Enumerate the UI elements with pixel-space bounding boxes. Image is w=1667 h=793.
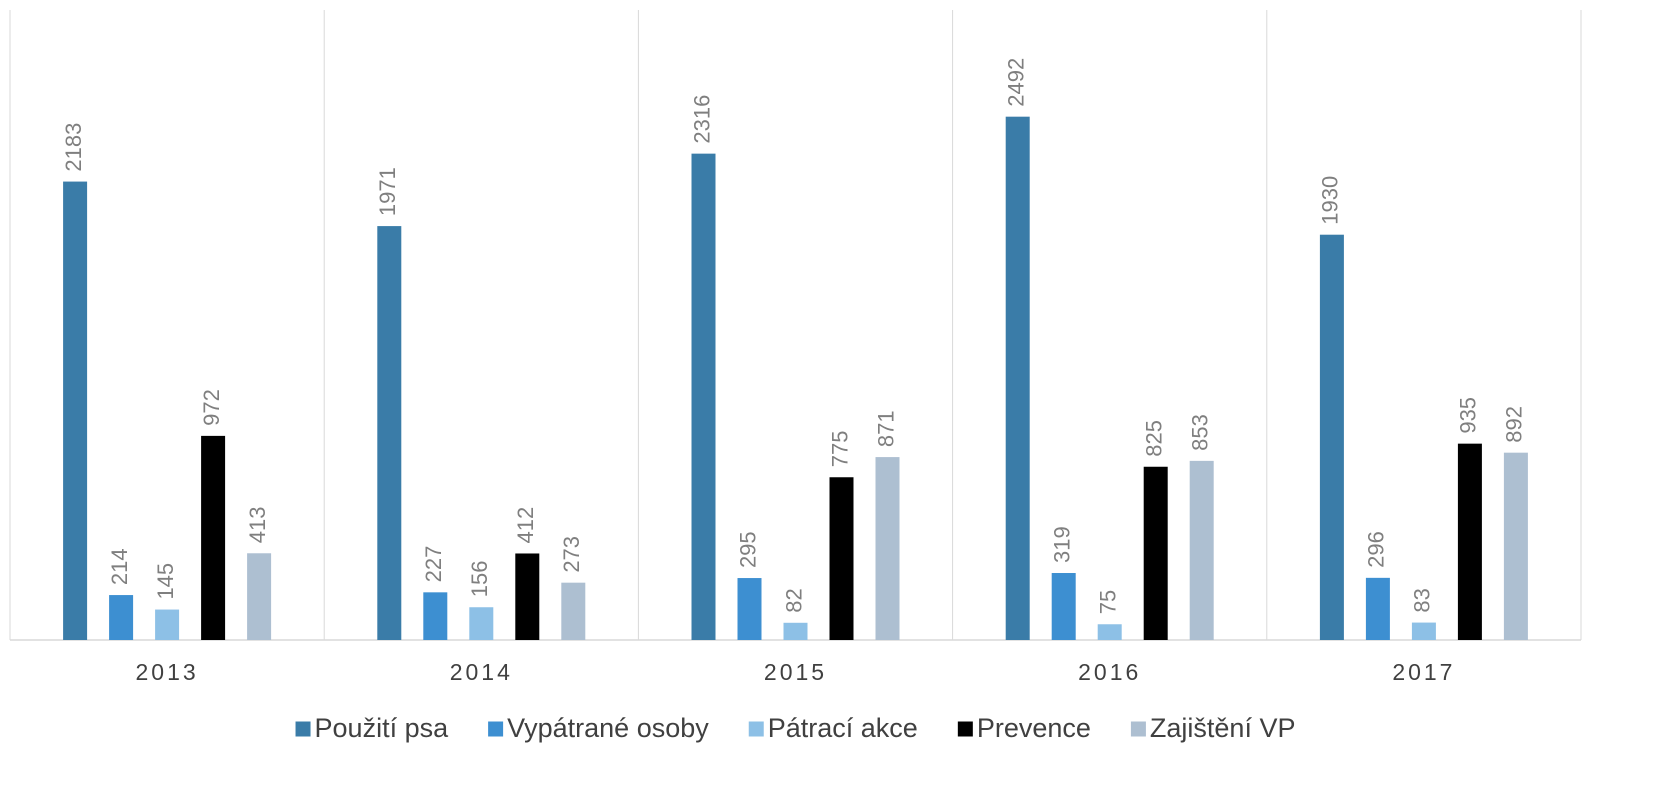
bar	[1457, 443, 1482, 640]
value-label: 853	[1188, 414, 1213, 451]
bar	[423, 592, 448, 640]
legend-swatch	[748, 721, 764, 737]
value-label: 1971	[375, 167, 400, 216]
value-label: 145	[153, 563, 178, 600]
x-tick-label: 2017	[1392, 659, 1455, 685]
x-tick-label: 2013	[136, 659, 199, 685]
value-label: 2316	[689, 95, 714, 144]
bar	[201, 435, 226, 640]
bar	[1319, 234, 1344, 640]
bar	[247, 553, 272, 640]
value-label: 273	[559, 536, 584, 573]
value-label: 156	[467, 561, 492, 598]
bar	[1097, 624, 1122, 640]
value-label: 825	[1142, 420, 1167, 457]
value-label: 75	[1096, 590, 1121, 614]
legend-label: Použití psa	[315, 713, 450, 743]
bar	[1143, 466, 1168, 640]
bar	[1411, 622, 1436, 640]
value-label: 82	[781, 588, 806, 612]
bar	[691, 153, 716, 640]
bar	[561, 582, 586, 640]
legend-label: Pátrací akce	[768, 713, 918, 743]
legend-swatch	[1130, 721, 1146, 737]
bar	[1051, 573, 1076, 640]
value-label: 296	[1364, 531, 1389, 568]
value-label: 83	[1410, 588, 1435, 612]
bar	[1189, 460, 1214, 640]
value-label: 871	[873, 410, 898, 447]
legend-swatch	[295, 721, 311, 737]
legend-label: Prevence	[977, 713, 1091, 743]
bar	[1503, 452, 1528, 640]
value-label: 413	[245, 507, 270, 544]
value-label: 227	[421, 546, 446, 583]
x-tick-label: 2014	[450, 659, 513, 685]
value-label: 295	[735, 531, 760, 568]
x-tick-label: 2016	[1078, 659, 1141, 685]
bar	[1365, 577, 1390, 640]
bar	[515, 553, 540, 640]
legend-label: Zajištění VP	[1150, 713, 1296, 743]
bar	[377, 226, 402, 640]
value-label: 412	[513, 507, 538, 544]
bar	[829, 477, 854, 640]
value-label: 319	[1050, 526, 1075, 563]
x-tick-label: 2015	[764, 659, 827, 685]
bar	[63, 181, 88, 640]
bar	[737, 578, 762, 640]
bar	[109, 595, 134, 640]
legend-swatch	[488, 721, 504, 737]
value-label: 892	[1502, 406, 1527, 443]
value-label: 2183	[61, 123, 86, 172]
bar	[469, 607, 494, 640]
value-label: 214	[107, 548, 132, 585]
value-label: 1930	[1318, 176, 1343, 225]
bar	[1005, 116, 1030, 641]
value-label: 972	[199, 389, 224, 426]
bar	[783, 622, 808, 640]
bar	[155, 609, 180, 640]
value-label: 935	[1456, 397, 1481, 434]
value-label: 775	[827, 431, 852, 468]
value-label: 2492	[1004, 58, 1029, 107]
legend-swatch	[957, 721, 973, 737]
bar	[875, 457, 900, 640]
legend-label: Vypátrané osoby	[507, 713, 709, 743]
